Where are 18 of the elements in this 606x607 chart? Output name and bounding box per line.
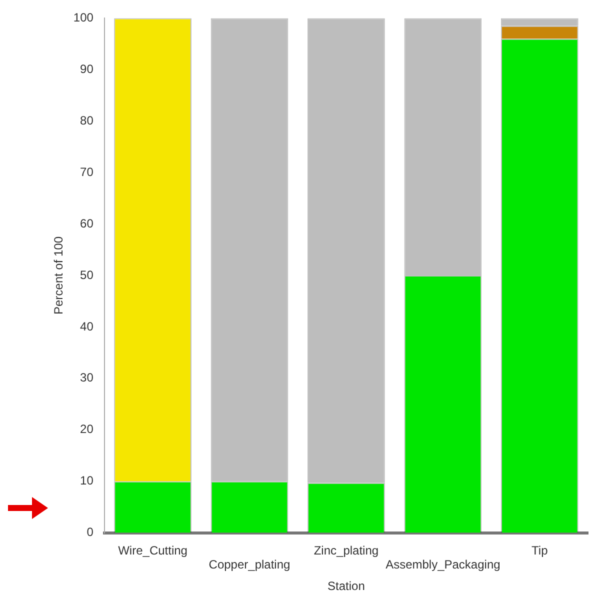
x-tick-label: Copper_plating <box>208 558 290 572</box>
x-tick-label: Zinc_plating <box>314 543 379 558</box>
y-tick-label: 20 <box>80 422 94 436</box>
y-tick-label: 40 <box>80 319 94 334</box>
x-tick-label: Tip <box>532 543 548 558</box>
y-tick-label: 0 <box>86 525 94 540</box>
y-tick-label: 70 <box>80 164 94 179</box>
y-axis-title: Percent of 100 <box>52 236 66 315</box>
y-tick-label: 60 <box>80 216 94 230</box>
y-tick-label: 10 <box>80 474 94 488</box>
y-tick-label: 90 <box>80 62 94 76</box>
x-tick-label: Wire_Cutting <box>118 543 188 558</box>
x-tick-label: Assembly_Packaging <box>386 558 500 572</box>
y-tick-label: 80 <box>80 113 94 128</box>
y-tick-label: 50 <box>80 268 94 282</box>
y-tick-label: 30 <box>80 370 94 385</box>
x-axis-title: Station <box>328 579 365 594</box>
y-tick-label: 100 <box>73 10 94 25</box>
